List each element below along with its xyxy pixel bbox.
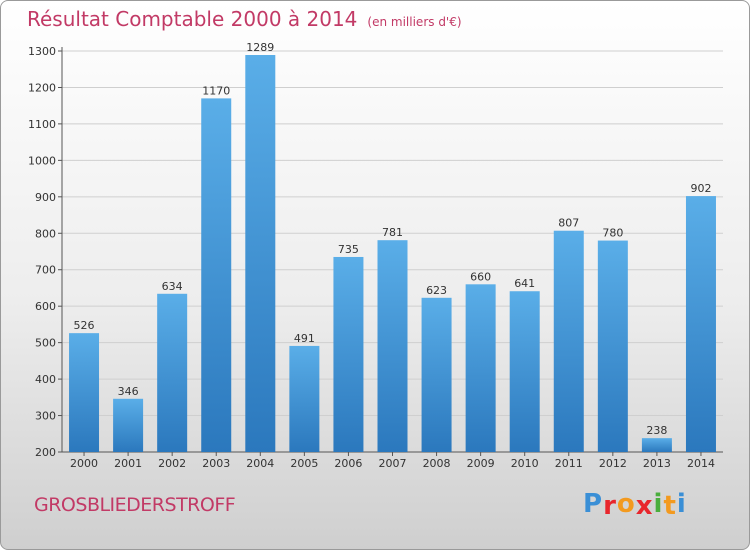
x-tick-label: 2003 [202, 457, 230, 470]
bar-2014 [685, 196, 716, 452]
y-tick-label: 500 [35, 337, 56, 350]
logo-letter: r [603, 491, 617, 521]
x-tick-label: 2012 [599, 457, 627, 470]
y-tick-label: 200 [35, 446, 56, 459]
logo-letter: i [676, 489, 687, 519]
bar-2005 [289, 345, 320, 452]
bar-value-label: 346 [118, 385, 139, 398]
bar-value-label: 660 [470, 270, 491, 283]
bar-value-label: 491 [294, 332, 315, 345]
x-tick-label: 2009 [467, 457, 495, 470]
bar-2011 [553, 230, 584, 452]
x-tick-label: 2000 [70, 457, 98, 470]
bar-value-label: 641 [514, 277, 535, 290]
bar-value-label: 634 [162, 280, 183, 293]
bar-2012 [597, 240, 628, 452]
y-tick-label: 800 [35, 227, 56, 240]
bar-2013 [641, 438, 672, 452]
x-tick-label: 2001 [114, 457, 142, 470]
logo-letter: o [616, 489, 636, 519]
bar-2000 [69, 333, 100, 452]
y-tick-label: 700 [35, 264, 56, 277]
bar-value-label: 807 [558, 217, 579, 230]
bar-2006 [333, 256, 364, 452]
x-tick-label: 2004 [246, 457, 274, 470]
x-tick-label: 2007 [379, 457, 407, 470]
bar-value-label: 735 [338, 243, 359, 256]
bar-2007 [377, 240, 408, 452]
y-tick-label: 600 [35, 300, 56, 313]
x-tick-label: 2011 [555, 457, 583, 470]
commune-name: GROSBLIEDERSTROFF [34, 494, 236, 516]
bar-value-label: 780 [602, 227, 623, 240]
y-tick-label: 1100 [28, 118, 56, 131]
bar-2009 [465, 284, 496, 452]
bar-2008 [421, 297, 452, 452]
x-tick-label: 2008 [423, 457, 451, 470]
x-tick-label: 2005 [290, 457, 318, 470]
x-tick-label: 2014 [687, 457, 715, 470]
logo-letter: i [653, 489, 664, 519]
chart-subtitle: (en milliers d'€) [367, 15, 462, 29]
y-tick-label: 300 [35, 410, 56, 423]
bar-2003 [201, 98, 232, 453]
bar-value-label: 238 [646, 424, 667, 437]
logo-letter: t [663, 491, 677, 521]
bar-2010 [509, 291, 540, 452]
proxiti-logo[interactable]: Proxiti [583, 489, 687, 521]
y-tick-label: 1300 [28, 45, 56, 58]
y-tick-label: 400 [35, 373, 56, 386]
bar-value-label: 623 [426, 284, 447, 297]
y-tick-label: 1000 [28, 154, 56, 167]
bar-value-label: 1170 [202, 84, 230, 97]
bar-2004 [245, 55, 276, 452]
bar-value-label: 781 [382, 226, 403, 239]
y-tick-label: 900 [35, 191, 56, 204]
x-tick-label: 2002 [158, 457, 186, 470]
chart-title-text: Résultat Comptable 2000 à 2014 [27, 7, 358, 31]
logo-letter: P [583, 489, 604, 519]
logo-letter: x [635, 491, 654, 521]
x-tick-label: 2013 [643, 457, 671, 470]
y-tick-label: 1200 [28, 81, 56, 94]
x-tick-label: 2010 [511, 457, 539, 470]
x-tick-label: 2006 [334, 457, 362, 470]
chart-title: Résultat Comptable 2000 à 2014 (en millie… [27, 7, 462, 31]
bar-value-label: 1289 [246, 41, 274, 54]
bar-2001 [113, 398, 144, 452]
bar-2002 [157, 293, 188, 452]
bar-value-label: 526 [74, 319, 95, 332]
bar-value-label: 902 [690, 182, 711, 195]
